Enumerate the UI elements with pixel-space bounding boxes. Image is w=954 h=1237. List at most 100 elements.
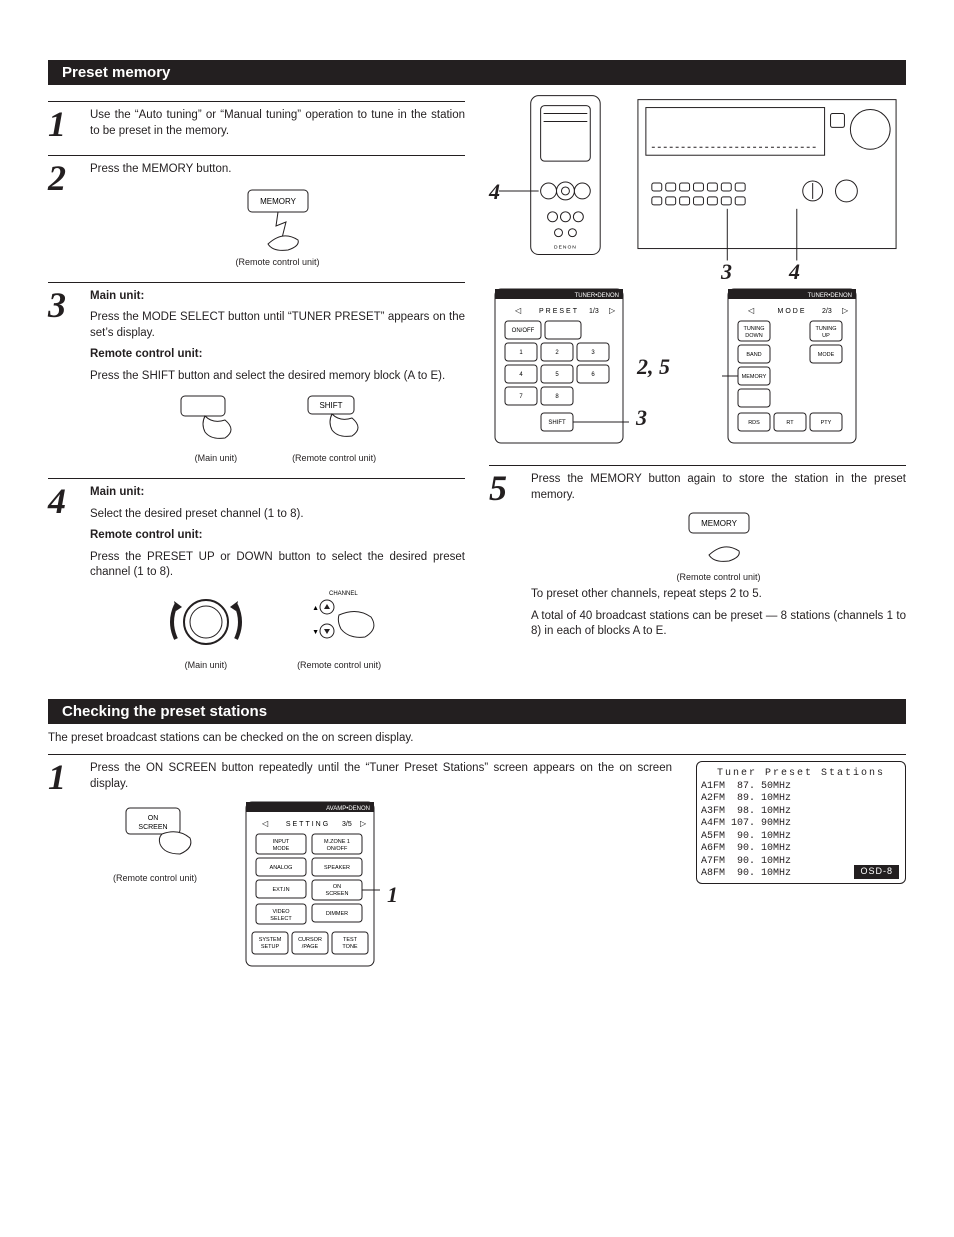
svg-text:ON/OFF: ON/OFF (512, 328, 535, 334)
svg-text:▷: ▷ (360, 819, 367, 828)
svg-text:DIMMER: DIMMER (326, 911, 348, 917)
step-number-2: 2 (48, 162, 76, 272)
svg-text:TUNER•DENON: TUNER•DENON (575, 293, 619, 299)
step-5-text2: To preset other channels, repeat steps 2… (531, 587, 906, 603)
callout-3-shift: 3 (636, 405, 647, 431)
svg-text:MEMORY: MEMORY (742, 374, 767, 380)
svg-text:3/5: 3/5 (342, 821, 352, 828)
svg-text:BAND: BAND (746, 352, 761, 358)
step-4-rc-title: Remote control unit: (90, 528, 465, 544)
memory-button-diagram-1: MEMORY (Remote control unit) (90, 184, 465, 268)
step-2-text: Press the MEMORY button. (90, 162, 465, 178)
step-3-main-title: Main unit: (90, 289, 465, 305)
memory-button-diagram-2: MEMORY (Remote control unit) (531, 509, 906, 583)
svg-text:VIDEO: VIDEO (272, 909, 290, 915)
step-5-text1: Press the MEMORY button again to store t… (531, 472, 906, 503)
osd-line: A4FM 107. 90MHz (701, 818, 901, 831)
svg-text:RDS: RDS (748, 420, 760, 426)
callout-4: 4 (489, 179, 500, 205)
svg-text:2/3: 2/3 (822, 308, 832, 315)
svg-text:M.ZONE 1: M.ZONE 1 (324, 839, 350, 845)
svg-text:TEST: TEST (343, 937, 358, 943)
svg-text:MEMORY: MEMORY (701, 519, 738, 528)
step-3-cap-rc: (Remote control unit) (284, 452, 384, 464)
svg-text:SHIFT: SHIFT (548, 420, 566, 426)
step-3-main-text: Press the MODE SELECT button until “TUNE… (90, 310, 465, 341)
svg-text:SETTING: SETTING (286, 821, 330, 828)
left-column: 1 Use the “Auto tuning” or “Manual tunin… (48, 91, 465, 675)
svg-text:CHANNEL: CHANNEL (329, 591, 358, 597)
setting-grid: AVAMP•DENON ◁ SETTING 3/5 ▷ INPUTMODE M.… (240, 800, 380, 970)
step-1: 1 Use the “Auto tuning” or “Manual tunin… (48, 101, 465, 145)
svg-text:SPEAKER: SPEAKER (324, 865, 350, 871)
osd-line: A1FM 87. 50MHz (701, 781, 901, 794)
svg-text:PTY: PTY (821, 420, 832, 426)
step-3: 3 Main unit: Press the MODE SELECT butto… (48, 282, 465, 469)
svg-text:RT: RT (786, 420, 794, 426)
setting-grid-wrap: AVAMP•DENON ◁ SETTING 3/5 ▷ INPUTMODE M.… (240, 800, 380, 970)
osd-line: A2FM 89. 10MHz (701, 793, 901, 806)
svg-text:DENON: DENON (554, 245, 577, 251)
svg-text:TUNER•DENON: TUNER•DENON (808, 293, 852, 299)
svg-text:UP: UP (822, 333, 830, 339)
section2-step-1: 1 Press the ON SCREEN button repeatedly … (48, 754, 906, 970)
svg-text:DOWN: DOWN (745, 333, 762, 339)
osd-badge: OSD-8 (854, 865, 899, 878)
step-5: 5 Press the MEMORY button again to store… (489, 465, 906, 646)
step-2-caption: (Remote control unit) (90, 256, 465, 268)
step-number-5: 5 (489, 472, 517, 646)
step-3-rc-text: Press the SHIFT button and select the de… (90, 369, 465, 385)
step-number-4: 4 (48, 485, 76, 675)
step-5-text3: A total of 40 broadcast stations can be … (531, 609, 906, 640)
svg-text:MODE: MODE (818, 352, 835, 358)
svg-text:1/3: 1/3 (589, 308, 599, 315)
svg-text:MODE: MODE (778, 308, 807, 315)
svg-text:AVAMP•DENON: AVAMP•DENON (326, 806, 370, 812)
svg-text:▲: ▲ (312, 605, 319, 612)
step-1-text: Use the “Auto tuning” or “Manual tuning”… (90, 108, 465, 139)
shift-button-diagram: SHIFT (Remote control unit) (284, 390, 384, 464)
callout-1-onscreen: 1 (387, 880, 398, 910)
svg-text:EXT.IN: EXT.IN (272, 887, 289, 893)
svg-text:PRESET: PRESET (539, 308, 579, 315)
svg-text:SCREEN: SCREEN (138, 824, 167, 831)
svg-text:ON/OFF: ON/OFF (327, 846, 348, 852)
svg-text:◁: ◁ (515, 306, 522, 315)
main-unit-button-diagram: (Main unit) (171, 390, 261, 464)
right-column: DENON (489, 91, 906, 675)
step-2: 2 Press the MEMORY button. MEMORY (Remot… (48, 155, 465, 272)
svg-text:◁: ◁ (748, 306, 755, 315)
section2-step-number: 1 (48, 761, 76, 970)
svg-text:SELECT: SELECT (270, 916, 292, 922)
section2-step-text: Press the ON SCREEN button repeatedly un… (90, 761, 672, 792)
svg-text:SCREEN: SCREEN (326, 891, 349, 897)
step-4-main-text: Select the desired preset channel (1 to … (90, 507, 465, 523)
section2-intro: The preset broadcast stations can be che… (48, 732, 906, 744)
mode-grid: TUNER•DENON ◁ MODE 2/3 ▷ TUNINGDOWN TUNI… (722, 287, 862, 447)
memory-label-svg: MEMORY (260, 197, 297, 206)
step-4: 4 Main unit: Select the desired preset c… (48, 478, 465, 675)
svg-text:◁: ◁ (262, 819, 269, 828)
step-4-main-title: Main unit: (90, 485, 465, 501)
onscreen-button-diagram: ON SCREEN (Remote control unit) (100, 800, 210, 884)
step-number-3: 3 (48, 289, 76, 469)
remote-lcd-grids: TUNER•DENON ◁ PRESET 1/3 ▷ ON/OFF 1 2 3 … (489, 287, 906, 447)
osd-line: A5FM 90. 10MHz (701, 831, 901, 844)
svg-text:▼: ▼ (312, 629, 319, 636)
step-3-cap-main: (Main unit) (171, 452, 261, 464)
osd-screen: Tuner Preset Stations A1FM 87. 50MHz A2F… (696, 761, 906, 884)
svg-text:SHIFT: SHIFT (320, 401, 343, 410)
svg-text:CURSOR: CURSOR (298, 937, 322, 943)
step-3-rc-title: Remote control unit: (90, 347, 465, 363)
osd-line: A6FM 90. 10MHz (701, 843, 901, 856)
svg-text:▷: ▷ (842, 306, 849, 315)
svg-text:TUNING: TUNING (815, 326, 836, 332)
preset-grid: TUNER•DENON ◁ PRESET 1/3 ▷ ON/OFF 1 2 3 … (489, 287, 629, 447)
osd-title: Tuner Preset Stations (701, 768, 901, 781)
svg-text:/PAGE: /PAGE (302, 944, 319, 950)
step-5-caption: (Remote control unit) (531, 571, 906, 583)
callout-25: 2, 5 (637, 354, 670, 380)
step-4-rc-text: Press the PRESET UP or DOWN button to se… (90, 550, 465, 581)
callout-4-receiver: 4 (789, 259, 800, 285)
svg-text:TUNING: TUNING (743, 326, 764, 332)
